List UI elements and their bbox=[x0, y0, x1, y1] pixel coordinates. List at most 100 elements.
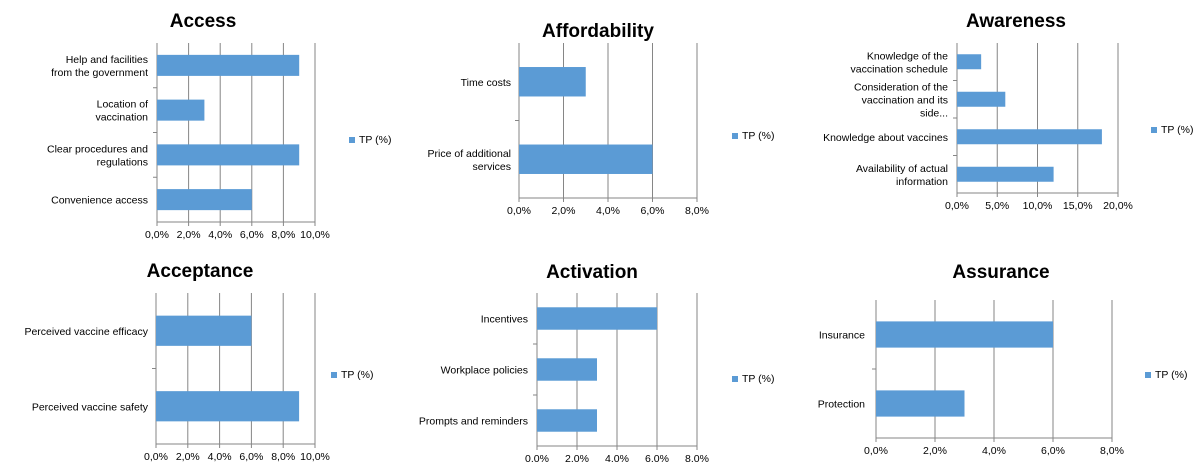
legend-label: TP (%) bbox=[359, 134, 391, 146]
x-tick-label: 2.0% bbox=[565, 453, 589, 462]
x-tick-label: 8,0% bbox=[685, 205, 709, 217]
category-label-line: Knowledge of the bbox=[867, 50, 948, 62]
x-tick-label: 2,0% bbox=[552, 205, 576, 217]
chart-title: Assurance bbox=[952, 262, 1049, 283]
chart-affordability: Affordability 0,0% 2,0% 4,0% 6,0% 8,0% Time co… bbox=[428, 21, 775, 217]
category-label: Protection bbox=[818, 399, 865, 411]
x-tick-label: 5,0% bbox=[985, 200, 1009, 212]
chart-title: Access bbox=[170, 11, 237, 32]
category-label-line: Consideration of the bbox=[854, 81, 948, 93]
category-label-line: vaccination bbox=[95, 112, 148, 124]
category-label-line: Prompts and reminders bbox=[419, 416, 528, 428]
x-tick-label: 6.0% bbox=[645, 453, 669, 462]
legend-swatch bbox=[331, 372, 337, 378]
category-label: Time costs bbox=[461, 77, 511, 89]
category-label: Prompts and reminders bbox=[419, 416, 528, 428]
bar-1 bbox=[519, 67, 586, 97]
chart-title: Acceptance bbox=[147, 261, 254, 282]
chart-acceptance: Acceptance 0,0% 2,0% 4,0% 6,0% 8,0% 10,0% Perce… bbox=[24, 261, 373, 462]
x-tick-label: 2,0% bbox=[176, 451, 200, 462]
category-label-line: Price of additional bbox=[428, 148, 511, 160]
x-tick-label: 4,0% bbox=[982, 445, 1006, 457]
x-tick-label: 0,0% bbox=[507, 205, 531, 217]
category-label-line: Availability of actual bbox=[856, 163, 948, 175]
bar-3 bbox=[537, 409, 597, 432]
legend-label: TP (%) bbox=[341, 369, 373, 381]
bar-2 bbox=[519, 144, 653, 174]
x-tick-label: 2,0% bbox=[177, 229, 201, 241]
bar-2 bbox=[157, 99, 205, 121]
category-label: Help and facilities from the government bbox=[51, 54, 148, 79]
x-tick-label: 15,0% bbox=[1063, 200, 1093, 212]
bar-1 bbox=[957, 54, 982, 70]
category-label: Perceived vaccine efficacy bbox=[24, 326, 148, 338]
category-label-line: services bbox=[472, 161, 511, 173]
legend-label: TP (%) bbox=[1155, 369, 1187, 381]
bar-4 bbox=[957, 166, 1054, 182]
x-tick-label: 0,0% bbox=[145, 229, 169, 241]
legend-label: TP (%) bbox=[742, 130, 774, 142]
x-tick-label: 8,0% bbox=[271, 229, 295, 241]
x-tick-label: 0,0% bbox=[864, 445, 888, 457]
legend-swatch bbox=[732, 376, 738, 382]
x-tick-label: 8,0% bbox=[271, 451, 295, 462]
bar-4 bbox=[157, 189, 252, 211]
x-tick-label: 4,0% bbox=[596, 205, 620, 217]
chart-activation: Activation 0.0% 2.0% 4.0% 6.0% 8.0% Incentives… bbox=[419, 262, 775, 462]
x-tick-label: 10,0% bbox=[1023, 200, 1053, 212]
category-label: Knowledge about vaccines bbox=[823, 132, 948, 144]
category-label: Consideration of the vaccination and its s… bbox=[854, 81, 948, 119]
chart-access: Access 0,0% 2,0% 4,0% 6,0% 8,0% 10,0% Help and … bbox=[47, 11, 391, 241]
bar-1 bbox=[157, 54, 300, 76]
category-label: Perceived vaccine safety bbox=[32, 401, 149, 413]
bar-1 bbox=[156, 315, 252, 346]
category-label-line: Time costs bbox=[461, 77, 511, 89]
category-label-line: Perceived vaccine safety bbox=[32, 401, 149, 413]
legend-swatch bbox=[349, 137, 355, 143]
category-label: Workplace policies bbox=[441, 365, 528, 377]
category-label-line: Convenience access bbox=[51, 195, 148, 207]
x-tick-label: 8,0% bbox=[1100, 445, 1124, 457]
category-label-line: Incentives bbox=[481, 314, 528, 326]
category-label-line: Insurance bbox=[819, 330, 865, 342]
category-label-line: information bbox=[896, 176, 948, 188]
x-tick-label: 4,0% bbox=[208, 229, 232, 241]
category-label-line: Help and facilities bbox=[66, 54, 148, 66]
category-label-line: vaccination and its bbox=[862, 94, 948, 106]
legend-swatch bbox=[732, 133, 738, 139]
x-tick-label: 6,0% bbox=[1041, 445, 1065, 457]
bar-3 bbox=[157, 144, 300, 166]
chart-title: Awareness bbox=[966, 11, 1066, 32]
category-label: Location of vaccination bbox=[95, 99, 148, 124]
x-tick-label: 0,0% bbox=[144, 451, 168, 462]
chart-title: Affordability bbox=[542, 21, 654, 42]
category-label: Clear procedures and regulations bbox=[47, 143, 148, 168]
x-tick-label: 10,0% bbox=[300, 451, 330, 462]
chart-title: Activation bbox=[546, 262, 638, 283]
category-label-line: side... bbox=[920, 107, 948, 119]
x-tick-label: 0,0% bbox=[945, 200, 969, 212]
category-label: Price of additional services bbox=[428, 148, 511, 173]
x-tick-label: 6,0% bbox=[239, 451, 263, 462]
category-label-line: regulations bbox=[97, 156, 148, 168]
bar-2 bbox=[537, 358, 597, 381]
chart-awareness: Awareness 0,0% 5,0% 10,0% 15,0% 20,0% Knowledg… bbox=[823, 11, 1193, 212]
bar-1 bbox=[537, 307, 657, 330]
chart-assurance: Assurance 0,0% 2,0% 4,0% 6,0% 8,0% Insurance Pr… bbox=[818, 262, 1188, 457]
x-tick-label: 4.0% bbox=[605, 453, 629, 462]
x-tick-label: 4,0% bbox=[208, 451, 232, 462]
bar-3 bbox=[957, 129, 1102, 145]
legend-swatch bbox=[1151, 127, 1157, 133]
category-label-line: vaccination schedule bbox=[851, 63, 949, 75]
category-label-line: Knowledge about vaccines bbox=[823, 132, 948, 144]
bar-2 bbox=[156, 391, 300, 422]
x-tick-label: 8.0% bbox=[685, 453, 709, 462]
bar-1 bbox=[876, 321, 1053, 348]
x-tick-label: 20,0% bbox=[1103, 200, 1133, 212]
legend-label: TP (%) bbox=[742, 373, 774, 385]
category-label: Availability of actual information bbox=[856, 163, 948, 188]
category-label-line: Perceived vaccine efficacy bbox=[24, 326, 148, 338]
x-tick-label: 0.0% bbox=[525, 453, 549, 462]
x-tick-label: 6,0% bbox=[641, 205, 665, 217]
